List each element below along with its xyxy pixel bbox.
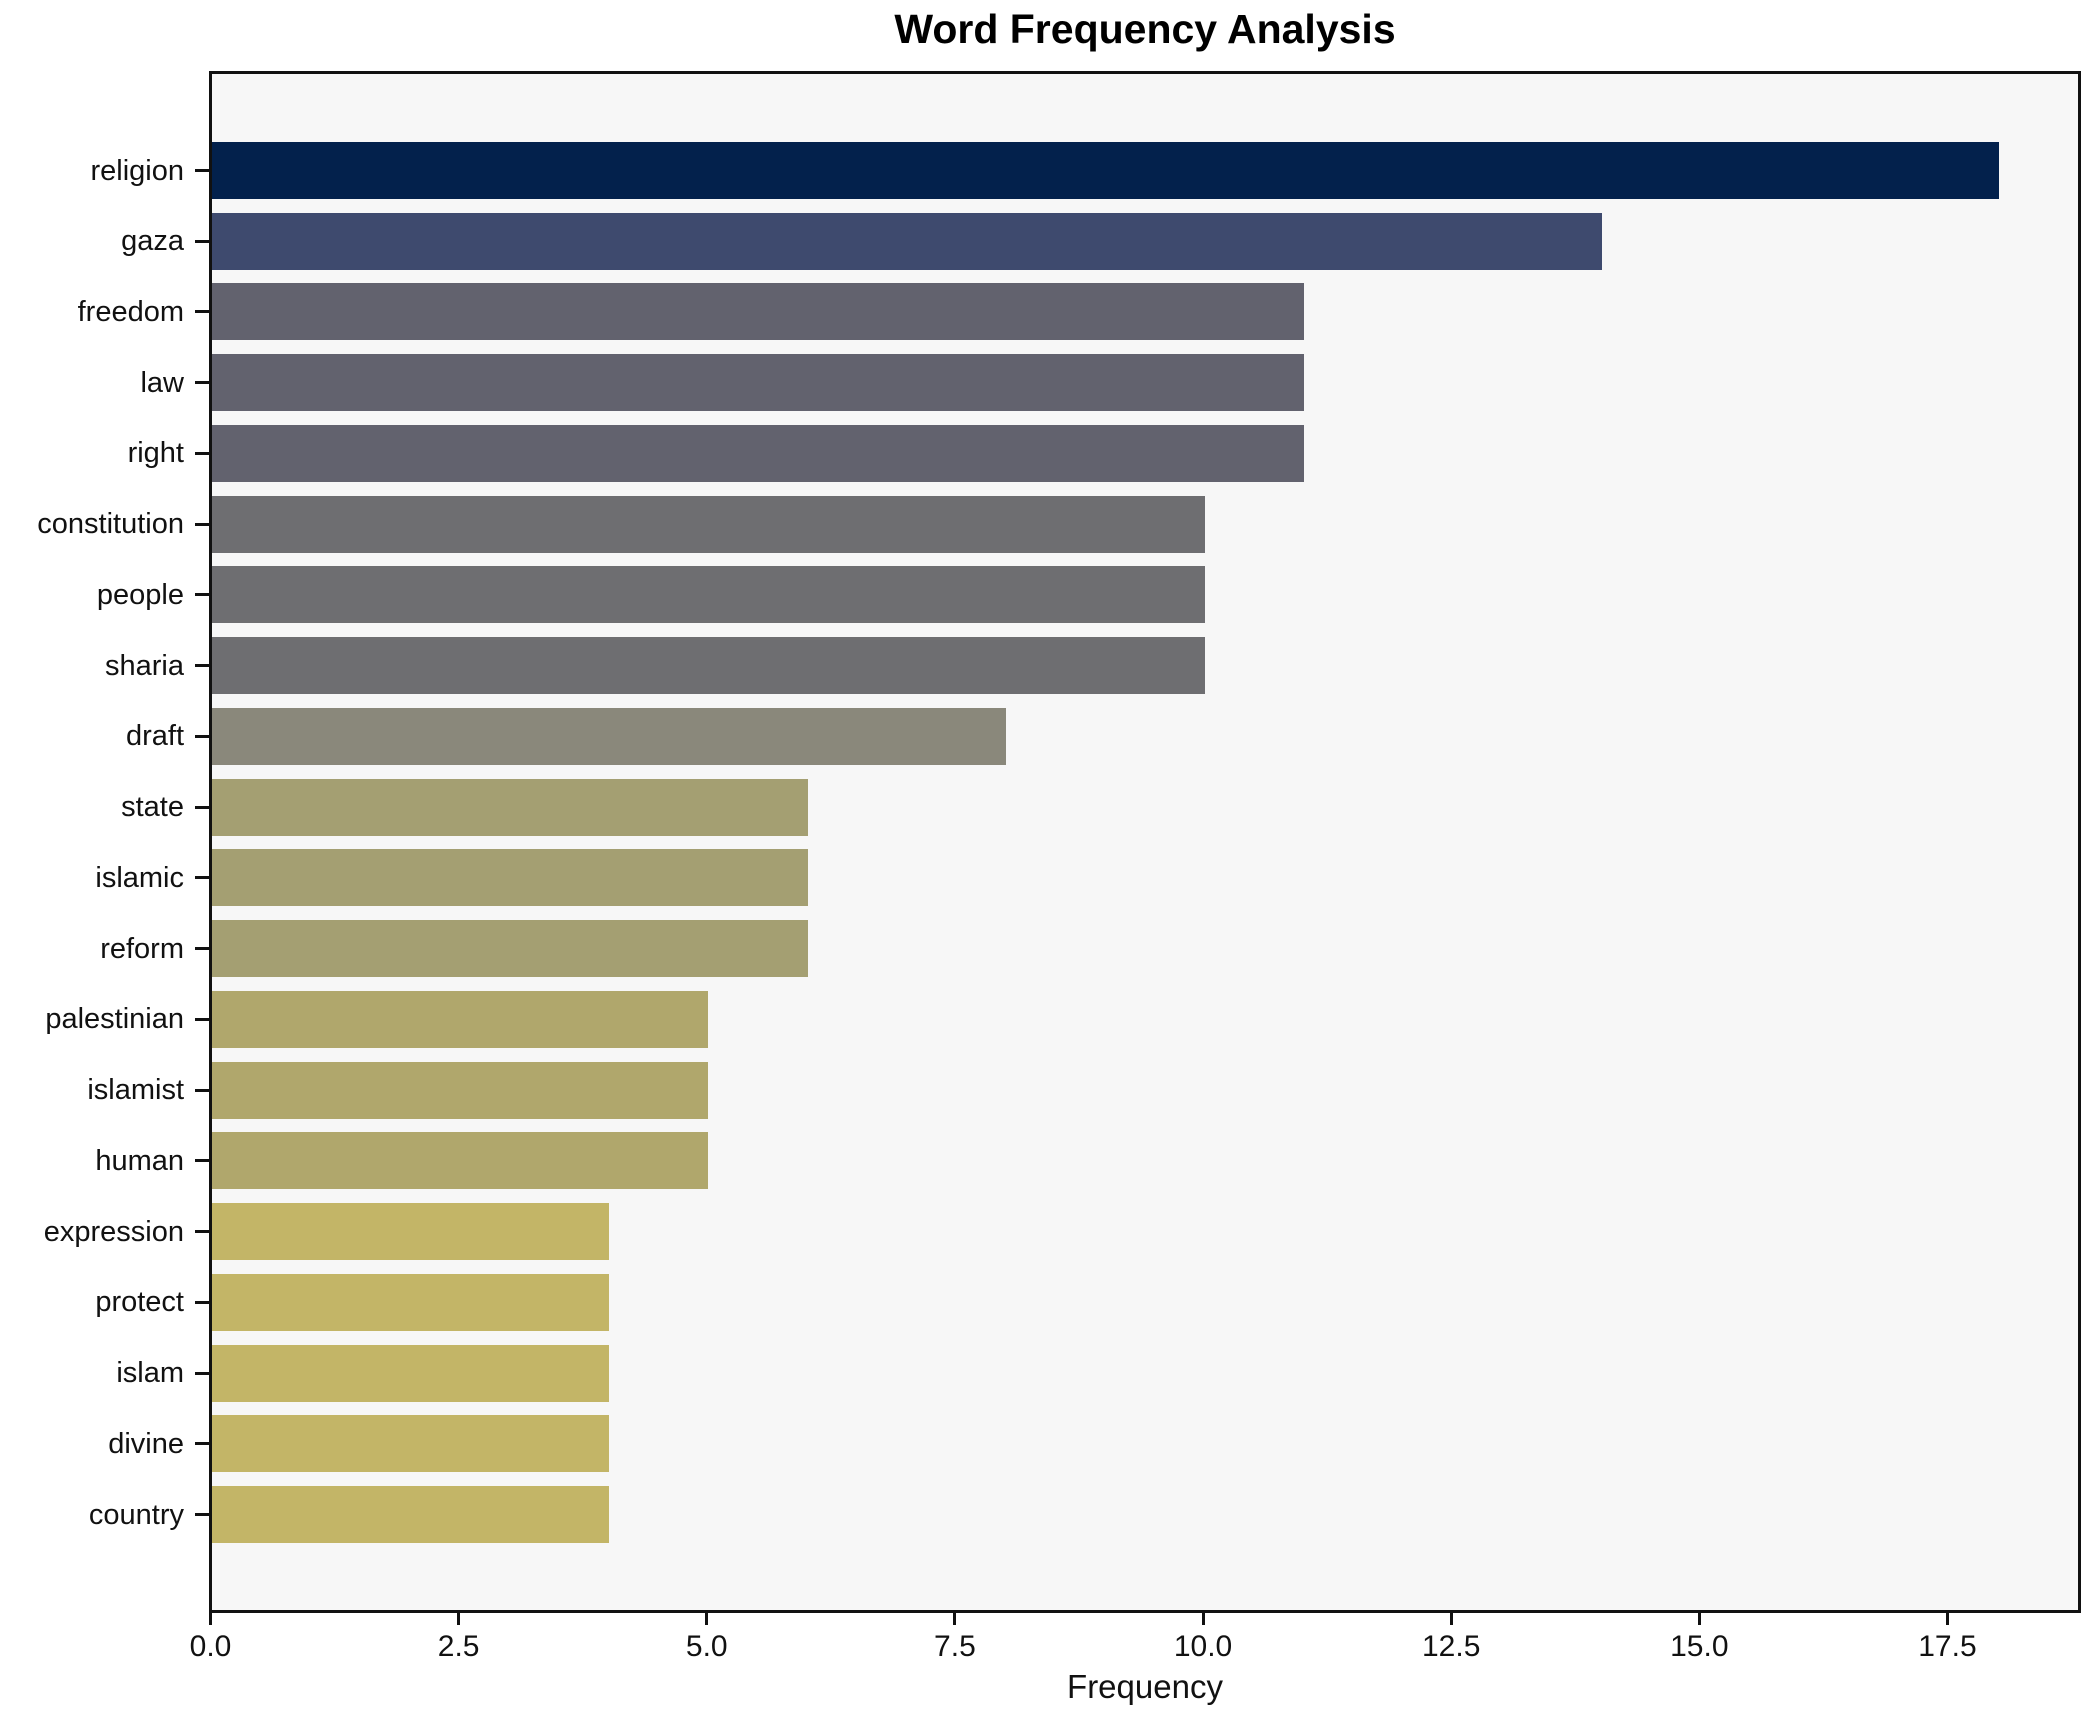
bar-draft [212,707,1007,765]
y-tick-mark [195,310,209,314]
y-axis-label-reform: reform [100,932,184,965]
x-tick-mark [1449,1613,1453,1625]
bar-divine [212,1415,610,1473]
bar-country [212,1486,610,1544]
y-tick-mark [195,451,209,455]
bar-religion [212,142,1999,199]
x-tick-label-12.5: 12.5 [1421,1630,1481,1663]
y-tick-mark [195,169,209,172]
y-tick-mark [195,1300,209,1304]
x-tick-label-2.5: 2.5 [437,1630,480,1663]
bar-islamist [212,1061,709,1119]
y-tick-mark [195,1442,209,1446]
x-tick-label-15.0: 15.0 [1670,1630,1729,1663]
y-axis-label-islamic: islamic [95,861,184,894]
y-axis-label-islamist: islamist [87,1074,184,1107]
y-axis-label-islam: islam [116,1357,184,1390]
y-axis-label-religion: religion [90,154,185,187]
y-axis-label-human: human [95,1144,184,1177]
y-tick-mark [195,593,209,597]
y-tick-mark [195,522,209,526]
bar-freedom [212,283,1304,341]
x-tick-label-17.5: 17.5 [1918,1630,1977,1663]
bar-sharia [212,637,1205,695]
bar-gaza [212,212,1602,270]
y-axis-label-divine: divine [108,1427,184,1460]
x-tick-mark [457,1613,461,1625]
y-axis-label-palestinian: palestinian [45,1003,184,1036]
y-axis-label-sharia: sharia [105,649,184,682]
x-tick-mark [705,1613,709,1625]
y-tick-mark [195,1230,209,1234]
y-tick-mark [195,805,209,809]
y-tick-mark [195,1159,209,1163]
x-axis-title: Frequency [1067,1668,1223,1705]
bar-protect [212,1273,610,1331]
y-axis-label-gaza: gaza [121,225,184,258]
y-tick-mark [195,664,209,668]
y-axis-label-country: country [88,1498,184,1531]
y-tick-mark [195,876,209,880]
bar-state [212,778,808,836]
y-tick-mark [195,947,209,951]
bar-islam [212,1344,610,1402]
y-tick-mark [195,381,209,385]
x-tick-mark [1697,1613,1701,1625]
bar-human [212,1132,709,1190]
x-tick-mark [209,1613,212,1625]
y-tick-mark [195,1017,209,1021]
x-tick-mark [1201,1613,1205,1625]
y-axis-label-law: law [140,366,184,399]
x-tick-label-10.0: 10.0 [1173,1630,1233,1663]
chart-title: Word Frequency Analysis [894,6,1396,52]
y-axis-label-draft: draft [125,720,184,753]
bar-right [212,424,1304,482]
y-axis-label-state: state [121,791,184,824]
x-tick-mark [1945,1613,1949,1625]
y-axis-label-expression: expression [43,1215,184,1248]
y-tick-mark [195,1088,209,1092]
bar-islamic [212,849,808,907]
x-tick-label-7.5: 7.5 [934,1630,976,1663]
y-axis-label-protect: protect [95,1286,184,1319]
bar-people [212,566,1205,624]
bar-expression [212,1203,610,1261]
y-tick-mark [195,1513,209,1517]
bar-palestinian [212,990,709,1048]
y-axis-label-right: right [127,437,184,470]
plot-frame [209,71,2081,1613]
x-tick-mark [953,1613,957,1625]
y-tick-mark [195,1371,209,1375]
bar-reform [212,920,808,978]
y-axis-label-people: people [96,578,184,611]
y-tick-mark [195,734,209,738]
bar-law [212,354,1304,412]
x-tick-label-0.0: 0.0 [189,1630,232,1663]
y-tick-mark [195,239,209,243]
x-tick-label-5.0: 5.0 [685,1630,728,1663]
y-axis-label-constitution: constitution [37,508,184,541]
bar-constitution [212,495,1205,553]
y-axis-label-freedom: freedom [77,295,184,328]
